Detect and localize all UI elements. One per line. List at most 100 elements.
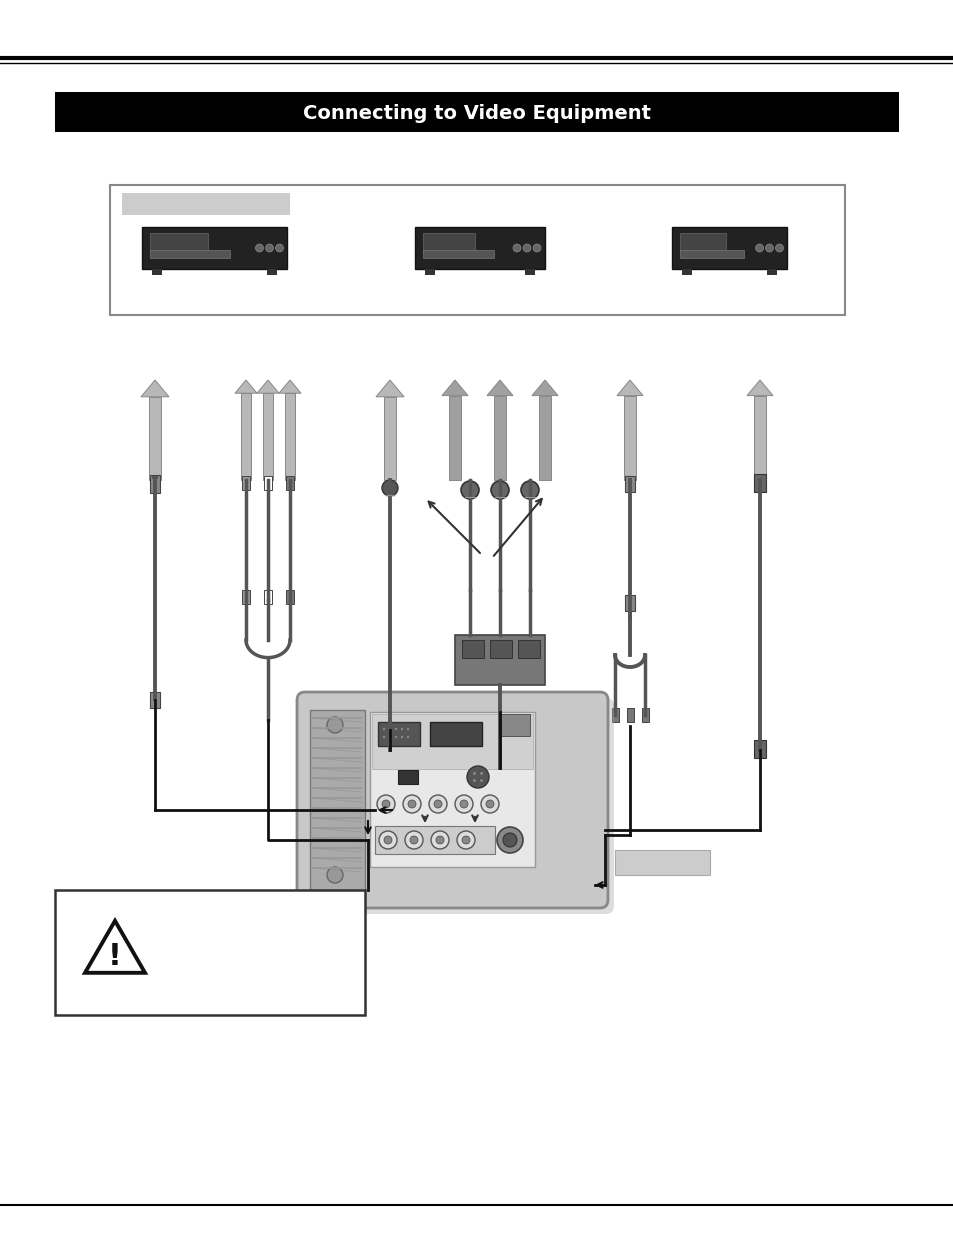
Circle shape [429,795,447,813]
Circle shape [381,480,397,496]
Circle shape [455,795,473,813]
Bar [499,714,530,736]
Bar [142,227,287,269]
Circle shape [395,736,396,739]
Bar [615,850,709,876]
Bar [538,395,550,480]
Circle shape [461,836,470,844]
Bar [449,395,460,480]
Polygon shape [234,380,256,393]
Bar [377,722,419,746]
Bar [150,692,160,708]
Bar [150,475,160,493]
Polygon shape [375,380,403,396]
Polygon shape [617,380,642,395]
Bar [679,233,726,252]
Bar [422,249,494,258]
Circle shape [400,736,403,739]
Circle shape [775,245,782,252]
Bar [152,475,158,479]
Circle shape [459,800,468,808]
FancyBboxPatch shape [296,692,607,908]
Circle shape [395,727,396,730]
Circle shape [402,795,420,813]
Circle shape [434,800,441,808]
Bar [422,233,475,252]
Bar [242,590,250,604]
Circle shape [480,795,498,813]
Bar [55,890,365,1015]
Circle shape [497,827,522,853]
Bar [264,590,272,604]
Bar [372,714,533,769]
Bar [517,640,539,658]
Circle shape [533,245,540,252]
Circle shape [456,831,475,848]
Circle shape [389,727,391,730]
Bar [286,590,294,604]
Circle shape [378,831,396,848]
Polygon shape [141,380,169,396]
Bar [383,396,395,480]
Polygon shape [532,380,558,395]
Bar [672,227,786,269]
Circle shape [406,727,409,730]
Bar [681,269,692,275]
Circle shape [431,831,449,848]
Circle shape [389,736,391,739]
Bar [397,769,417,784]
Circle shape [382,727,385,730]
Bar [415,227,544,269]
Circle shape [473,779,476,782]
Bar [286,475,294,490]
Polygon shape [278,380,301,393]
Bar [754,395,765,480]
Bar [264,475,272,490]
Bar [753,740,765,758]
Circle shape [479,772,482,776]
Circle shape [520,480,538,499]
Text: !: ! [108,942,122,972]
Bar [55,91,898,132]
Circle shape [327,867,343,883]
Bar [430,722,481,746]
Bar [242,475,250,490]
Circle shape [384,836,392,844]
Circle shape [410,836,417,844]
Circle shape [764,245,773,252]
Bar [122,193,290,215]
Circle shape [405,831,422,848]
Bar [624,475,635,492]
Polygon shape [746,380,772,395]
Bar [151,233,209,252]
Polygon shape [256,380,278,393]
Bar [624,595,635,611]
Circle shape [376,795,395,813]
FancyBboxPatch shape [303,698,614,914]
Bar [151,249,230,258]
Bar [494,395,505,480]
Circle shape [485,800,494,808]
Bar [623,395,636,480]
Circle shape [400,727,403,730]
Circle shape [327,718,343,734]
Bar [490,640,512,658]
Bar [149,396,161,480]
Circle shape [473,772,476,776]
Bar [767,269,777,275]
Bar [263,393,273,480]
Bar [626,708,634,722]
Bar [375,826,495,853]
Bar [241,393,251,480]
Polygon shape [441,380,468,395]
Circle shape [406,736,409,739]
Polygon shape [85,921,145,973]
Circle shape [460,480,478,499]
Circle shape [467,766,489,788]
Bar [110,185,844,315]
Circle shape [436,836,443,844]
Bar [641,708,648,722]
Circle shape [381,800,390,808]
Circle shape [255,245,263,252]
Circle shape [479,779,482,782]
